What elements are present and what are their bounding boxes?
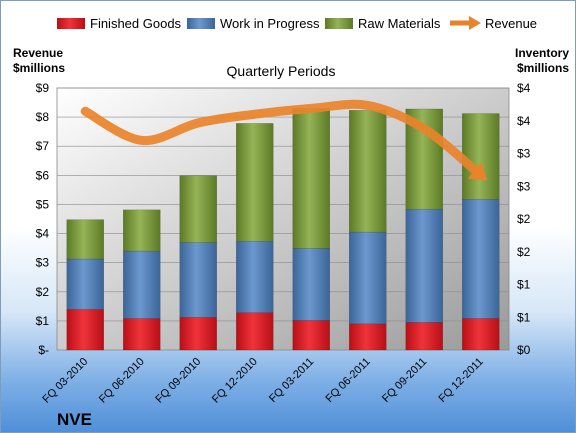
x-tick-label: FQ 12-2010 xyxy=(210,356,260,406)
y-right-tick-label: $1 xyxy=(517,278,531,292)
y-right-tick-label: $4 xyxy=(517,81,531,95)
y-left-tick-label: $2 xyxy=(36,285,50,299)
y-axis-left-label-line1: Revenue xyxy=(13,46,63,60)
revenue-line xyxy=(80,99,486,180)
legend-swatch-raw-materials xyxy=(325,18,353,29)
y-axis-right-ticks: $0 $1 $1 $2 $2 $3 $3 $4 $4 xyxy=(517,81,531,357)
y-right-tick-label: $2 xyxy=(517,212,531,226)
y-right-tick-label: $2 xyxy=(517,245,531,259)
x-tick-label: FQ 03-2011 xyxy=(267,356,316,405)
bar-raw-materials xyxy=(349,110,387,233)
bar-raw-materials xyxy=(66,219,104,260)
legend-label-work-in-progress: Work in Progress xyxy=(220,16,320,31)
y-left-tick-label: $5 xyxy=(36,197,50,211)
y-axis-right-label-line1: Inventory xyxy=(515,46,569,60)
legend-label-raw-materials: Raw Materials xyxy=(358,16,441,31)
bar-work-in-progress xyxy=(292,248,330,321)
y-left-tick-label: $1 xyxy=(36,314,50,328)
bar-work-in-progress xyxy=(123,250,161,319)
y-left-tick-label: $6 xyxy=(36,168,50,182)
bar-work-in-progress xyxy=(236,241,274,313)
legend: Finished Goods Work in Progress Raw Mate… xyxy=(57,16,537,31)
bar-finished-goods xyxy=(349,323,387,351)
y-axis-right-label-line2: $millions xyxy=(517,61,569,75)
bar-work-in-progress xyxy=(462,199,500,319)
bar-raw-materials xyxy=(462,113,500,200)
bar-raw-materials xyxy=(123,209,161,252)
x-axis-ticks: FQ 03-2010 FQ 06-2010 FQ 09-2010 FQ 12-2010… xyxy=(40,356,485,406)
brand-label: NVE xyxy=(57,410,92,429)
legend-swatch-revenue xyxy=(450,16,481,30)
legend-label-finished-goods: Finished Goods xyxy=(90,16,182,31)
x-tick-label: FQ 06-2010 xyxy=(97,356,147,406)
bar-work-in-progress xyxy=(405,208,443,323)
bar-raw-materials xyxy=(236,123,274,242)
legend-label-revenue: Revenue xyxy=(485,16,537,31)
legend-swatch-finished-goods xyxy=(57,18,85,29)
y-axis-left-ticks: $- $1 $2 $3 $4 $5 $6 $7 $8 $9 xyxy=(36,81,50,357)
bar-finished-goods xyxy=(66,309,104,351)
legend-swatch-work-in-progress xyxy=(187,18,215,29)
y-left-tick-label: $- xyxy=(38,343,49,357)
chart-title: Quarterly Periods xyxy=(227,63,336,79)
revenue-arrowhead xyxy=(467,161,487,181)
y-right-tick-label: $3 xyxy=(517,147,531,161)
y-left-tick-label: $9 xyxy=(36,81,50,95)
y-right-tick-label: $1 xyxy=(517,310,531,324)
y-left-tick-label: $7 xyxy=(36,139,50,153)
y-left-tick-label: $3 xyxy=(36,256,50,270)
bar-work-in-progress xyxy=(179,242,217,318)
y-left-tick-label: $8 xyxy=(36,110,50,124)
x-tick-label: FQ 09-2011 xyxy=(380,356,429,405)
bar-work-in-progress xyxy=(66,258,104,310)
bar-finished-goods xyxy=(292,320,330,351)
y-axis-left-label-line2: $millions xyxy=(13,61,65,75)
x-tick-label: FQ 03-2010 xyxy=(40,356,90,406)
bar-raw-materials xyxy=(179,175,217,243)
y-right-tick-label: $0 xyxy=(517,343,531,357)
bar-finished-goods xyxy=(179,317,217,351)
bar-finished-goods xyxy=(462,318,500,351)
bar-finished-goods xyxy=(236,312,274,351)
x-tick-label: FQ 06-2011 xyxy=(323,356,372,405)
bar-stacks xyxy=(66,108,500,351)
y-right-tick-label: $3 xyxy=(517,179,531,193)
x-tick-label: FQ 12-2011 xyxy=(436,356,485,405)
y-right-tick-label: $4 xyxy=(517,114,531,128)
y-left-tick-label: $4 xyxy=(36,227,50,241)
bar-work-in-progress xyxy=(349,231,387,325)
x-tick-label: FQ 09-2010 xyxy=(153,356,203,406)
bar-raw-materials xyxy=(292,108,330,249)
bar-finished-goods xyxy=(123,318,161,351)
bar-finished-goods xyxy=(405,322,443,351)
